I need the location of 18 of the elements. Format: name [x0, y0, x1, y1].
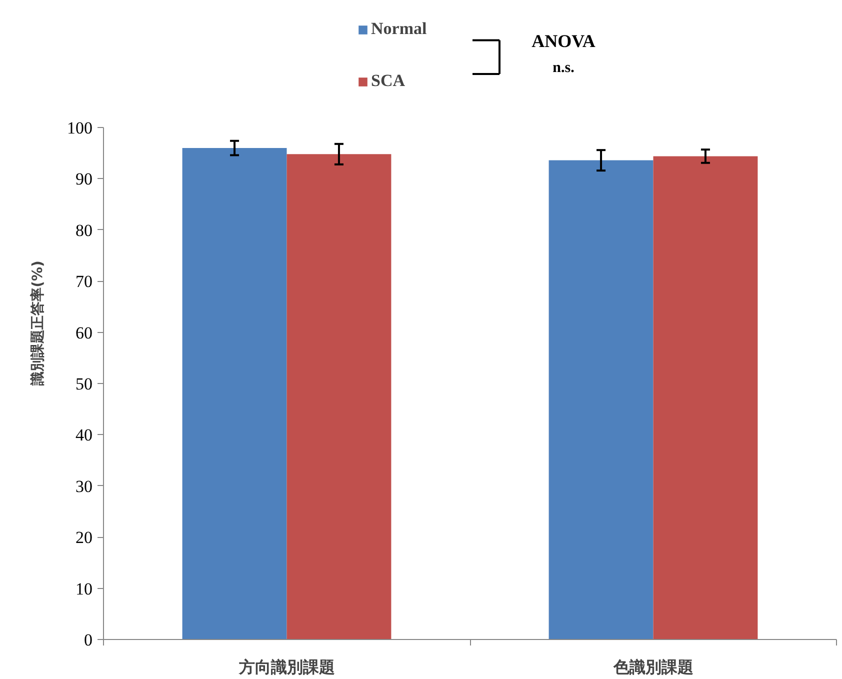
- y-tick-label: 30: [76, 476, 92, 496]
- y-tick-label: 100: [67, 118, 92, 138]
- y-tick-label: 70: [76, 272, 92, 292]
- legend-label: SCA: [371, 71, 406, 91]
- x-tick-label: 色識別課題: [612, 658, 694, 676]
- y-tick-label: 40: [76, 426, 92, 445]
- y-tick-label: 0: [84, 630, 92, 650]
- y-tick-label: 50: [76, 374, 92, 394]
- y-tick-label: 10: [76, 579, 92, 598]
- y-tick-label: 60: [76, 323, 92, 342]
- legend-label: Normal: [371, 19, 427, 39]
- text: ANOVA: [532, 31, 596, 52]
- y-tick-label: 20: [76, 528, 92, 548]
- x-tick-label: 方向識別課題: [238, 658, 335, 676]
- y-axis-title: 識別課題正答率(%): [29, 260, 46, 386]
- y-tick-label: 90: [76, 170, 92, 189]
- y-tick-label: 80: [76, 220, 92, 240]
- text: n.s.: [552, 60, 575, 76]
